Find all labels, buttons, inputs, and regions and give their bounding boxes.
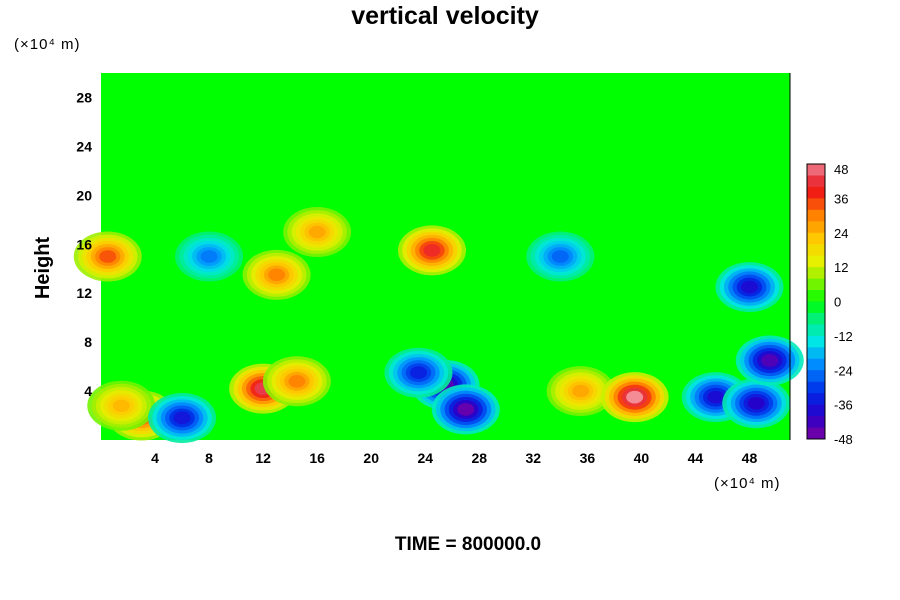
field-feature [526,231,595,282]
colorbar-swatch [807,186,825,199]
field-contour [268,268,286,282]
colorbar-swatch [807,393,825,406]
field-feature [148,392,217,443]
colorbar-swatch [807,278,825,291]
colorbar-tick-label: -24 [834,363,853,378]
field-contour [173,411,191,425]
field-feature [546,366,615,417]
y-tick-label: 28 [76,89,92,105]
colorbar-swatch [807,209,825,222]
x-tick-label: 16 [309,450,325,466]
field-contour [99,250,117,263]
colorbar-swatch [807,324,825,337]
x-axis-ticks: 4 8 12 16 20 24 28 32 36 40 44 48 [151,450,757,466]
colorbar-swatch [807,404,825,417]
field-feature [73,231,142,282]
field-contour [308,225,326,239]
y-tick-label: 16 [76,236,92,252]
y-axis-unit-label: (×10⁴ m) [14,36,81,53]
colorbar-swatch [807,416,825,429]
field-feature [175,231,244,282]
field-contour [423,244,441,257]
colorbar-swatch [807,198,825,211]
field-feature [722,378,791,429]
field-contour [409,366,427,380]
colorbar-swatch [807,358,825,371]
x-axis-unit-label: (×10⁴ m) [714,475,781,492]
colorbar-frame [806,163,826,440]
y-axis-label: Height [32,237,54,300]
y-tick-label: 12 [76,285,92,301]
field-feature [735,335,804,386]
plot-area [73,73,804,443]
y-tick-label: 24 [76,138,92,154]
colorbar-swatch [807,347,825,360]
x-tick-label: 40 [634,450,650,466]
x-tick-label: 4 [151,450,159,466]
field-contour [572,384,590,398]
colorbar-swatch [807,175,825,188]
x-tick-label: 8 [205,450,213,466]
colorbar-swatch [807,312,825,325]
field-feature [283,207,352,258]
field-contour [551,250,569,263]
field-contour [747,397,765,410]
field-contour [626,390,644,404]
field-contour [457,403,475,416]
colorbar-swatch [807,244,825,257]
field-contour [707,390,725,404]
colorbar-tick-label: 0 [834,295,841,310]
colorbar-swatch [807,267,825,280]
field-feature [384,347,453,398]
colorbar-swatch [807,370,825,383]
field-feature [600,372,669,423]
time-readout: TIME = 800000.0 [395,534,541,555]
colorbar-swatch [807,255,825,268]
contour-field [73,207,804,443]
x-tick-label: 12 [255,450,271,466]
colorbar-swatch [807,290,825,302]
y-tick-label: 8 [84,334,92,350]
field-contour [200,250,218,263]
colorbar-tick-label: -48 [834,432,853,447]
x-tick-label: 48 [742,450,758,466]
field-feature [262,356,331,407]
field-feature [397,225,466,276]
field-contour [740,280,758,294]
x-tick-label: 20 [363,450,379,466]
y-tick-label: 20 [76,187,92,203]
colorbar: 48 36 24 12 0 -12 -24 -36 -48 [806,162,853,447]
field-contour [112,399,130,413]
colorbar-tick-label: -36 [834,398,853,413]
colorbar-swatch [807,381,825,394]
field-feature [715,262,784,313]
field-contour [761,354,779,367]
x-tick-label: 24 [417,450,433,466]
y-tick-label: 4 [84,383,92,399]
x-tick-label: 28 [471,450,487,466]
y-axis-ticks: 4 8 12 16 20 24 28 [76,89,92,399]
field-contour [288,374,306,388]
x-tick-label: 36 [580,450,596,466]
colorbar-tick-label: 24 [834,226,848,241]
colorbar-swatch [807,164,825,176]
field-feature [242,249,311,300]
colorbar-swatch [807,427,825,440]
colorbar-tick-label: 48 [834,162,848,177]
colorbar-swatch [807,301,825,314]
colorbar-tick-label: 12 [834,260,848,275]
colorbar-swatch [807,232,825,245]
colorbar-swatch [807,221,825,234]
chart-title: vertical velocity [351,2,539,30]
x-tick-label: 44 [688,450,704,466]
field-feature [431,384,500,435]
field-feature [87,380,156,431]
colorbar-tick-label: -12 [834,329,853,344]
x-tick-label: 32 [526,450,542,466]
colorbar-swatch [807,335,825,348]
colorbar-tick-label: 36 [834,191,848,206]
